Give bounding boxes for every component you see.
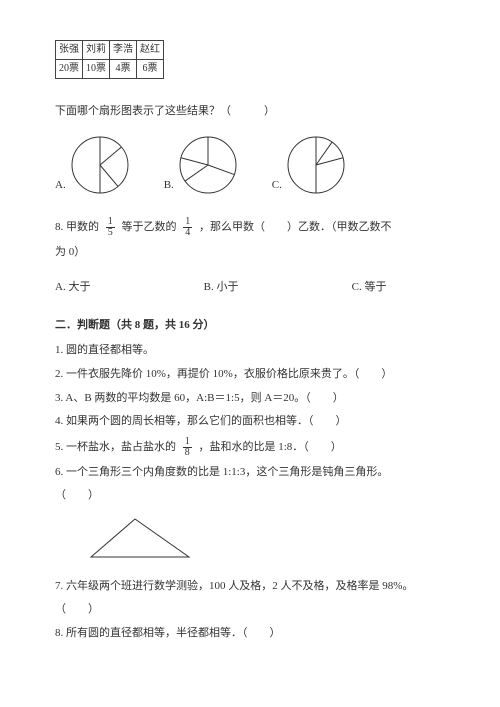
q8-frac2: 1 4 — [183, 217, 192, 238]
s2-i1: 1. 圆的直径都相等。 — [55, 342, 445, 360]
q8-t1: 8. 甲数的 — [55, 221, 99, 233]
vote-col-2: 李浩 — [110, 41, 137, 60]
section2-title: 二．判断题（共 8 题，共 16 分） — [55, 317, 445, 335]
s2-i6: 6. 一个三角形三个内角度数的比是 1:1:3，这个三角形是钝角三角形。 — [55, 464, 445, 482]
vote-cell-1: 10票 — [83, 60, 110, 79]
s2-i6p: （ ） — [55, 487, 445, 505]
q8-frac1: 1 5 — [106, 217, 115, 238]
q8-line2: 为 0） — [55, 244, 445, 262]
s2-i5-frac: 1 8 — [183, 437, 192, 458]
pie-chart-c — [286, 135, 346, 195]
triangle-figure — [85, 513, 445, 570]
s2-i5: 5. 一杯盐水，盐占盐水的 1 8 ，盐和水的比是 1:8．（ ） — [55, 437, 445, 458]
q8-t3: ，那么甲数（ ）乙数．（甲数乙数不 — [199, 221, 392, 233]
s2-i7: 7. 六年级两个班进行数学测验，100 人及格，2 人不及格，及格率是 98%。 — [55, 578, 445, 596]
vote-col-3: 赵红 — [137, 41, 164, 60]
pie-chart-b — [178, 135, 238, 195]
q8-opt-a: A. 大于 — [55, 279, 90, 297]
vote-col-1: 刘莉 — [83, 41, 110, 60]
q8-opt-c: C. 等于 — [352, 279, 387, 297]
pie-chart-a — [70, 135, 130, 195]
vote-cell-0: 20票 — [56, 60, 83, 79]
vote-cell-2: 4票 — [110, 60, 137, 79]
chart-label-a: A. — [55, 177, 66, 195]
s2-i3: 3. A、B 两数的平均数是 60，A:B＝1:5，则 A＝20。（ ） — [55, 390, 445, 408]
vote-cell-3: 6票 — [137, 60, 164, 79]
s2-i4: 4. 如果两个圆的周长相等，那么它们的面积也相等．（ ） — [55, 413, 445, 431]
q8-options: A. 大于 B. 小于 C. 等于 — [55, 279, 387, 297]
vote-table: 张强 刘莉 李浩 赵红 20票 10票 4票 6票 — [55, 40, 164, 79]
s2-i2: 2. 一件衣服先降价 10%，再提价 10%，衣服价格比原来贵了。（ ） — [55, 366, 445, 384]
s2-i8: 8. 所有圆的直径都相等，半径都相等．（ ） — [55, 625, 445, 643]
s2-i7p: （ ） — [55, 601, 445, 619]
chart-label-b: B. — [164, 177, 174, 195]
vote-col-0: 张强 — [56, 41, 83, 60]
triangle-svg — [85, 513, 195, 563]
q8-t2: 等于乙数的 — [122, 221, 177, 233]
q8-opt-b: B. 小于 — [204, 279, 239, 297]
q8-line1: 8. 甲数的 1 5 等于乙数的 1 4 ，那么甲数（ ）乙数．（甲数乙数不 — [55, 217, 445, 238]
chart-label-c: C. — [272, 177, 282, 195]
pie-chart-row: A. B. C. — [55, 135, 445, 195]
chart-question-prompt: 下面哪个扇形图表示了这些结果？（ ） — [55, 103, 445, 121]
